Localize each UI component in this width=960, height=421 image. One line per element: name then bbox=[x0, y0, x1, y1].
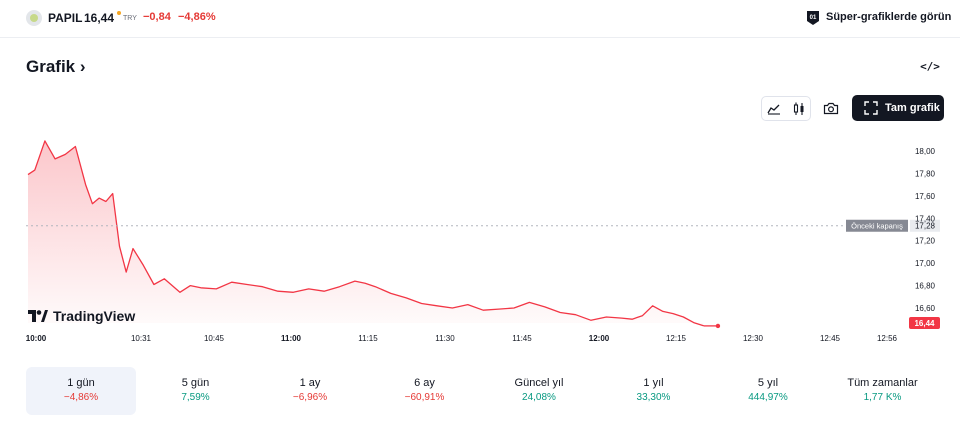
candle-chart-icon[interactable] bbox=[787, 97, 811, 120]
company-logo-icon bbox=[26, 10, 42, 26]
period-tab[interactable]: 1 ay −6,96% bbox=[255, 367, 365, 415]
svg-text:01: 01 bbox=[810, 15, 817, 21]
camera-icon[interactable] bbox=[818, 96, 844, 121]
chevron-right-icon: › bbox=[80, 57, 86, 76]
period-selector: 1 gün −4,86% 5 gün 7,59% 1 ay −6,96% 6 ay −60,9… bbox=[26, 367, 944, 415]
period-label: 1 ay bbox=[255, 377, 365, 389]
x-tick-label: 10:00 bbox=[26, 334, 47, 343]
price-change: −0,84 bbox=[143, 11, 171, 23]
period-change-value: 24,08% bbox=[484, 392, 594, 403]
price-change-percent: −4,86% bbox=[178, 11, 216, 23]
supercharts-icon[interactable]: 01 bbox=[806, 10, 820, 26]
period-tab[interactable]: Tüm zamanlar 1,77 K% bbox=[828, 367, 938, 415]
period-label: 5 yıl bbox=[713, 377, 823, 389]
period-change-value: 7,59% bbox=[141, 392, 251, 403]
x-tick-label: 11:30 bbox=[435, 334, 455, 343]
area-chart-icon[interactable] bbox=[762, 97, 786, 120]
period-change-value: −6,96% bbox=[255, 392, 365, 403]
symbol-price: 16,44 bbox=[84, 11, 114, 25]
x-tick-label: 11:15 bbox=[358, 334, 378, 343]
y-tick-label: 17,00 bbox=[915, 259, 936, 268]
x-tick-label: 12:15 bbox=[666, 334, 687, 343]
x-tick-label: 12:45 bbox=[820, 334, 841, 343]
x-tick-label: 12:00 bbox=[589, 334, 610, 343]
symbol-currency: TRY bbox=[123, 15, 137, 22]
y-tick-label: 17,60 bbox=[915, 192, 936, 201]
y-tick-label: 17,80 bbox=[915, 169, 936, 178]
price-area-fill bbox=[28, 141, 704, 326]
y-tick-label: 17,20 bbox=[915, 237, 936, 246]
embed-code-icon[interactable]: </> bbox=[920, 58, 940, 76]
period-tab[interactable]: 5 gün 7,59% bbox=[141, 367, 251, 415]
supercharts-link[interactable]: Süper-grafiklerde görün bbox=[826, 11, 951, 23]
chart-section-title[interactable]: Grafik › bbox=[26, 57, 86, 77]
period-change-value: 33,30% bbox=[599, 392, 709, 403]
symbol-name[interactable]: PAPIL bbox=[48, 11, 82, 25]
tradingview-logo-icon bbox=[28, 310, 48, 322]
period-tab[interactable]: 5 yıl 444,97% bbox=[713, 367, 823, 415]
period-tab[interactable]: 6 ay −60,91% bbox=[370, 367, 480, 415]
tradingview-logo[interactable]: TradingView bbox=[28, 307, 135, 325]
x-tick-label: 11:00 bbox=[281, 334, 302, 343]
period-tab[interactable]: 1 yıl 33,30% bbox=[599, 367, 709, 415]
x-tick-label: 10:45 bbox=[204, 334, 225, 343]
symbol-bar: PAPIL 16,44 TRY −0,84 −4,86% 01 Süper-gr… bbox=[0, 0, 960, 38]
period-tab[interactable]: Güncel yıl 24,08% bbox=[484, 367, 594, 415]
period-label: 1 gün bbox=[26, 377, 136, 389]
period-change-value: 1,77 K% bbox=[828, 392, 938, 403]
y-tick-label: 18,00 bbox=[915, 147, 936, 156]
x-tick-label: 11:45 bbox=[512, 334, 532, 343]
fullscreen-icon bbox=[864, 101, 878, 115]
x-tick-label: 12:30 bbox=[743, 334, 764, 343]
chart-style-toggle bbox=[761, 96, 811, 121]
last-price-point bbox=[716, 324, 720, 328]
y-tick-label: 17,40 bbox=[915, 214, 936, 223]
x-tick-label: 10:31 bbox=[131, 334, 152, 343]
tradingview-logo-text: TradingView bbox=[53, 308, 135, 324]
period-change-value: −4,86% bbox=[26, 392, 136, 403]
price-chart[interactable]: Önceki kapanış 17,2818,0017,8017,6017,401… bbox=[0, 125, 960, 345]
period-change-value: −60,91% bbox=[370, 392, 480, 403]
chart-section-title-text: Grafik bbox=[26, 57, 75, 76]
period-label: 5 gün bbox=[141, 377, 251, 389]
period-label: 6 ay bbox=[370, 377, 480, 389]
y-tick-label: 16,60 bbox=[915, 304, 936, 313]
period-label: 1 yıl bbox=[599, 377, 709, 389]
period-tab[interactable]: 1 gün −4,86% bbox=[26, 367, 136, 415]
previous-close-label: Önceki kapanış bbox=[851, 222, 903, 231]
full-chart-button[interactable]: Tam grafik bbox=[852, 95, 944, 121]
period-change-value: 444,97% bbox=[713, 392, 823, 403]
full-chart-label: Tam grafik bbox=[885, 102, 940, 114]
y-tick-label: 16,80 bbox=[915, 282, 936, 291]
x-tick-label: 12:56 bbox=[877, 334, 898, 343]
last-price-label: 16,44 bbox=[914, 319, 935, 328]
period-label: Tüm zamanlar bbox=[828, 377, 938, 389]
period-label: Güncel yıl bbox=[484, 377, 594, 389]
market-status-dot-icon bbox=[117, 11, 121, 15]
